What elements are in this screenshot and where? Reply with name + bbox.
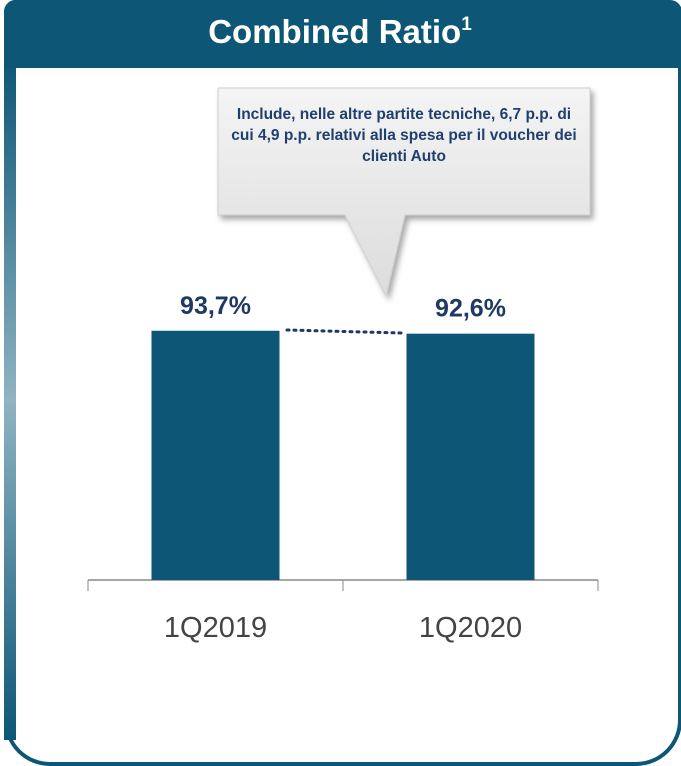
bar	[406, 333, 535, 580]
bar	[151, 330, 280, 580]
x-tick-label: 1Q2019	[164, 612, 267, 644]
connector	[285, 328, 404, 335]
title-text: Combined Ratio	[208, 13, 461, 50]
annotation: Include, nelle altre partite tecniche, 6…	[231, 106, 577, 165]
value-label: 93,7%	[180, 292, 251, 320]
value-label: 92,6%	[435, 295, 506, 323]
callout	[217, 87, 591, 298]
chart-title: Combined Ratio1	[208, 13, 472, 50]
x-tick-label: 1Q2020	[419, 612, 522, 644]
header-band	[4, 2, 680, 68]
left-edge	[4, 60, 16, 740]
title-footnote: 1	[461, 14, 472, 35]
